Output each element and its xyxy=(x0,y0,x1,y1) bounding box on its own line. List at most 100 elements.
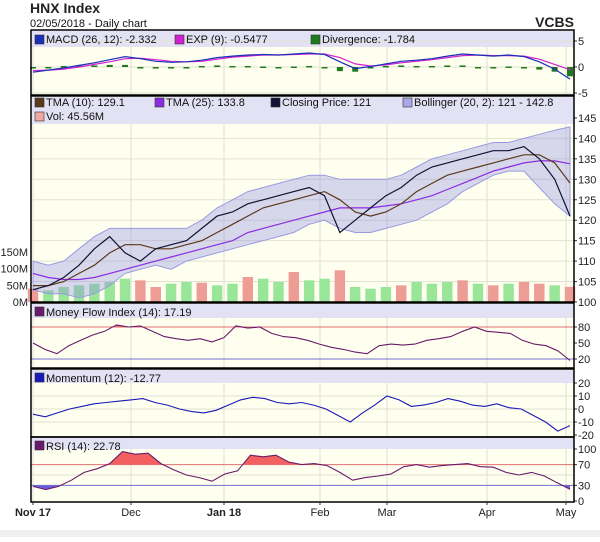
x-tick-label: May xyxy=(556,507,577,519)
momentum-tick-label: 0 xyxy=(578,404,584,416)
price-tick-label: 125 xyxy=(578,195,596,207)
mfi-tick-label: 50 xyxy=(578,338,590,350)
macd-swatch xyxy=(34,34,45,45)
divergence-bar xyxy=(382,65,389,68)
price-tick-label: 140 xyxy=(578,133,596,145)
divergence-bar xyxy=(567,67,573,77)
x-tick-label: Jan 18 xyxy=(207,507,241,519)
momentum-swatch xyxy=(34,372,45,383)
divergence-bar xyxy=(91,65,98,67)
volume-bar xyxy=(534,283,545,302)
rsi-tick-label: 70 xyxy=(578,460,590,472)
price-tick-label: 120 xyxy=(578,215,596,227)
volume-bar xyxy=(426,283,438,302)
legend-divergence: Divergence: -1.784 xyxy=(322,34,415,46)
rsi-tick-label: 100 xyxy=(578,444,596,456)
divergence-bar xyxy=(106,64,113,67)
volume-bar xyxy=(273,282,284,302)
divergence-bar xyxy=(474,67,481,69)
momentum-tick-label: 10 xyxy=(578,391,590,403)
x-tick-label: Feb xyxy=(311,507,330,519)
momentum-tick-label: -20 xyxy=(578,430,594,442)
divergence-bar xyxy=(122,64,129,67)
volume-bar xyxy=(564,286,576,302)
momentum-tick-label: 20 xyxy=(578,378,590,390)
volume-bar xyxy=(503,283,514,302)
x-tick-label: Nov 17 xyxy=(15,507,51,519)
panel-price-border xyxy=(30,95,575,303)
tma10-line xyxy=(33,154,571,287)
volume-bar xyxy=(365,288,376,302)
divergence-bar xyxy=(428,65,435,68)
volume-bar xyxy=(488,285,499,302)
price-tick-label: 105 xyxy=(578,277,596,289)
divergence-bar xyxy=(321,67,328,69)
divergence-bar xyxy=(30,67,36,69)
price-tick-label: 115 xyxy=(578,236,596,248)
volume-bar xyxy=(549,285,560,302)
price-tick-label: 145 xyxy=(578,113,596,125)
rsi-overbought-fill xyxy=(107,451,472,465)
volume-bar xyxy=(380,287,392,302)
price-tick-label: 130 xyxy=(578,174,596,186)
brand-label: VCBS xyxy=(535,14,574,30)
macd-tick-label: 0 xyxy=(578,62,584,74)
legend-momentum: Momentum (12): -12.77 xyxy=(46,373,161,385)
volume-bar xyxy=(457,280,468,302)
panel-momentum-header xyxy=(31,370,574,383)
mfi-tick-label: 80 xyxy=(578,322,590,334)
divergence-bar xyxy=(398,65,405,67)
momentum-tick-label: -10 xyxy=(578,417,594,429)
x-tick-label: Dec xyxy=(121,507,141,519)
panel-mfi-border xyxy=(30,302,575,369)
panel-macd-header xyxy=(31,31,574,47)
rsi-tick-label: 0 xyxy=(578,496,584,508)
legend-bollinger: Bollinger (20, 2): 121 - 142.8 xyxy=(414,97,553,109)
volume-bar xyxy=(58,287,69,302)
panel-macd-border xyxy=(30,29,575,96)
divergence-bar xyxy=(45,67,52,69)
volume-bar xyxy=(27,288,39,302)
legend-volume: Vol: 45.56M xyxy=(46,111,104,123)
macd-line xyxy=(32,52,571,80)
divergence-bar xyxy=(490,67,497,69)
volume-tick-label: 0M xyxy=(13,297,28,309)
legend-rsi: RSI (14): 22.78 xyxy=(46,441,121,453)
volume-bar xyxy=(89,283,100,302)
divergence-bar xyxy=(413,65,420,68)
legend-closing-price: Closing Price: 121 xyxy=(282,97,371,109)
footer-strip xyxy=(0,530,600,537)
volume-bar xyxy=(119,278,131,302)
legend-macd: MACD (26, 12): -2.332 xyxy=(46,34,157,46)
panel-rsi-header xyxy=(31,438,574,449)
volume-tick-label: 150M xyxy=(0,247,28,259)
volume-bar xyxy=(104,282,115,302)
tma25-swatch xyxy=(154,97,165,108)
volume-bar xyxy=(518,282,530,302)
volume-tick-label: 50M xyxy=(7,280,28,292)
mfi-swatch xyxy=(34,306,45,317)
x-tick-label: Mar xyxy=(378,507,397,519)
divergence-bar xyxy=(336,67,343,72)
panel-rsi-border xyxy=(30,436,575,503)
divergence-bar xyxy=(367,67,374,69)
macd-tick-label: 5 xyxy=(578,36,584,48)
volume-bar xyxy=(196,282,207,302)
tma25-line xyxy=(32,160,571,281)
volume-bar xyxy=(349,287,361,302)
divergence-bar xyxy=(290,66,297,68)
divergence-bar xyxy=(520,67,527,69)
chart-subtitle: 02/05/2018 - Daily chart xyxy=(30,18,147,30)
volume-bar xyxy=(411,282,422,302)
legend-tma25: TMA (25): 133.8 xyxy=(166,97,245,109)
divergence-bar xyxy=(214,65,221,67)
volume-bar xyxy=(472,283,484,302)
macd-tick-label: -5 xyxy=(578,88,588,100)
divergence-bar xyxy=(137,67,144,69)
tma10-swatch xyxy=(34,97,45,108)
volume-bar xyxy=(442,282,453,302)
price-tick-label: 135 xyxy=(578,154,596,166)
momentum-line xyxy=(32,395,571,432)
volume-bar xyxy=(319,278,330,302)
